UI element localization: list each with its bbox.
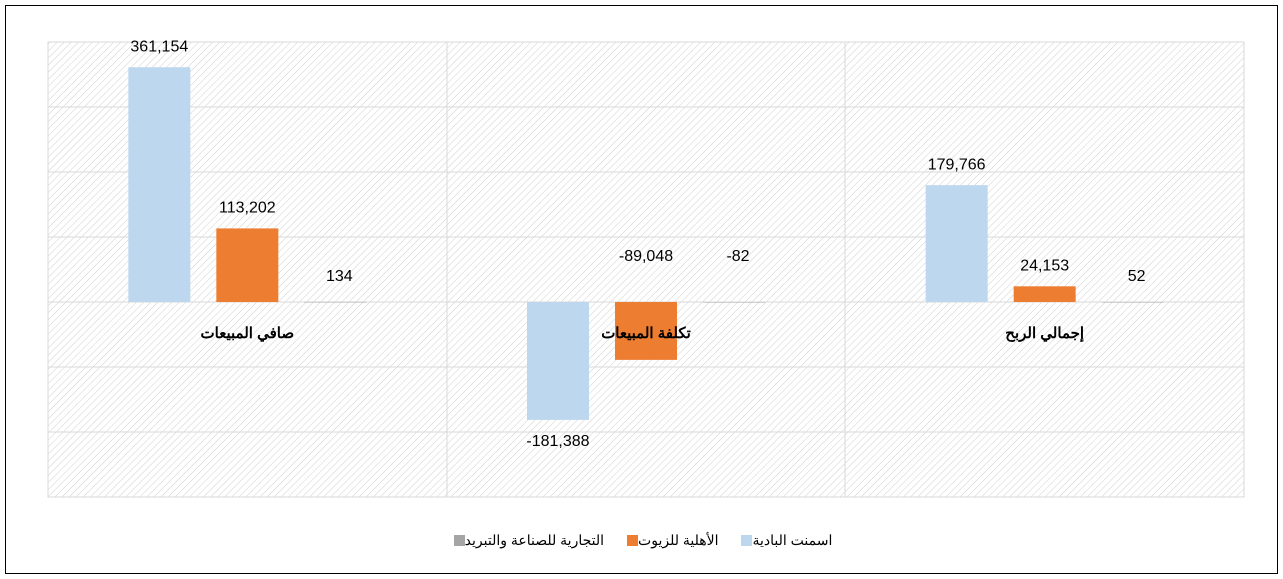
data-label: -181,388	[526, 433, 589, 450]
bar	[703, 302, 765, 303]
data-label: 52	[1128, 268, 1146, 285]
legend-label: الأهلية للزيوت	[638, 532, 719, 548]
data-label: 134	[326, 268, 353, 285]
bar	[925, 185, 988, 302]
x-tick-label: صافي المبيعات	[201, 325, 295, 343]
bar	[304, 301, 367, 303]
bar	[527, 302, 589, 420]
bar	[216, 228, 279, 302]
x-tick-label: تكلفة المبيعات	[601, 325, 691, 342]
data-label: 113,202	[219, 200, 276, 217]
data-label: 361,154	[130, 38, 188, 55]
legend-swatch	[741, 535, 753, 546]
x-tick-label: إجمالي الربح	[1005, 325, 1084, 343]
bar	[1101, 301, 1164, 303]
legend-label: اسمنت البادية	[752, 532, 833, 548]
legend-swatch	[627, 535, 639, 546]
data-label: 179,766	[928, 156, 986, 173]
bar	[615, 302, 677, 360]
bar	[1013, 286, 1076, 302]
legend-item: اسمنت البادية	[738, 532, 832, 549]
data-label: -89,048	[619, 248, 673, 265]
bar	[128, 67, 191, 302]
data-label: 24,153	[1020, 258, 1069, 275]
data-label: -82	[726, 248, 749, 265]
legend-swatch	[453, 535, 465, 546]
legend-item: الأهلية للزيوت	[624, 532, 718, 549]
legend-item: التجارية للصناعة والتبريد	[451, 532, 604, 549]
legend: اسمنت البادية الأهلية للزيوت التجارية للصن…	[0, 532, 1283, 549]
legend-label: التجارية للصناعة والتبريد	[464, 532, 605, 548]
